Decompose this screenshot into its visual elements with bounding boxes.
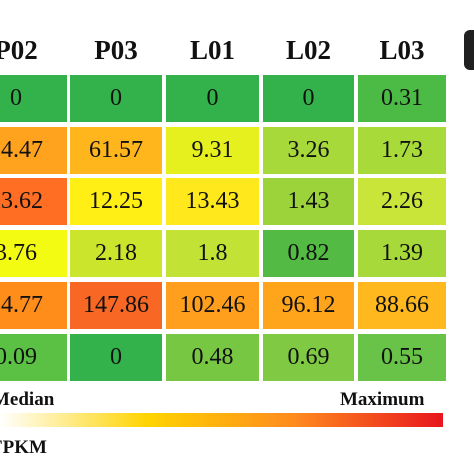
heatmap-cell-r3-l01: 13.43 <box>166 178 259 225</box>
heatmap-cell-r4-l02: 0.82 <box>263 230 354 277</box>
heatmap-cell-r3-l02: 1.43 <box>263 178 354 225</box>
legend-min-label: Median <box>0 389 55 410</box>
heatmap-cell-r6-p03: 0 <box>70 334 162 381</box>
heatmap-cell-r6-l02: 0.69 <box>263 334 354 381</box>
heatmap-cell-r3-l03: 2.26 <box>358 178 446 225</box>
heatmap-cell-r4-p02: 3.76 <box>0 230 67 277</box>
column-header-l01: L01 <box>189 35 235 65</box>
heatmap-cell-r6-p02: 0.09 <box>0 334 67 381</box>
heatmap-cell-r2-l01: 9.31 <box>166 127 259 174</box>
heatmap-cell-r6-l03: 0.55 <box>358 334 446 381</box>
heatmap-cell-r4-p03: 2.18 <box>70 230 162 277</box>
column-header-l02: L02 <box>285 35 331 65</box>
column-header-p02: P02 <box>0 35 38 65</box>
heatmap-cell-r2-l02: 3.26 <box>263 127 354 174</box>
legend-max-label: Maximum <box>340 389 425 410</box>
heatmap-cell-r3-p02: 53.62 <box>0 178 67 225</box>
heatmap-cell-r3-p03: 12.25 <box>70 178 162 225</box>
heatmap-cell-r2-p03: 61.57 <box>70 127 162 174</box>
heatmap-cell-r1-l01: 0 <box>166 75 259 122</box>
heatmap-cell-r4-l03: 1.39 <box>358 230 446 277</box>
heatmap-cell-r5-l03: 88.66 <box>358 282 446 329</box>
heatmap-cell-r1-l03: 0.31 <box>358 75 446 122</box>
heatmap-cell-r5-l01: 102.46 <box>166 282 259 329</box>
legend-gradient-bar <box>0 413 443 427</box>
heatmap-cell-r5-p02: 34.77 <box>0 282 67 329</box>
column-header-l03: L03 <box>379 35 425 65</box>
heatmap-cell-r1-l02: 0 <box>263 75 354 122</box>
heatmap-cell-r2-p02: 94.47 <box>0 127 67 174</box>
heatmap-cell-r1-p02: 0 <box>0 75 67 122</box>
heatmap-cell-r6-l01: 0.48 <box>166 334 259 381</box>
cropped-edge-element <box>464 30 474 70</box>
legend-unit-label: FPKM <box>0 437 47 458</box>
heatmap-cell-r5-l02: 96.12 <box>263 282 354 329</box>
column-header-p03: P03 <box>94 35 138 65</box>
heatmap-cell-r1-p03: 0 <box>70 75 162 122</box>
heatmap-cell-r2-l03: 1.73 <box>358 127 446 174</box>
heatmap-cell-r5-p03: 147.86 <box>70 282 162 329</box>
heatmap-cell-r4-l01: 1.8 <box>166 230 259 277</box>
